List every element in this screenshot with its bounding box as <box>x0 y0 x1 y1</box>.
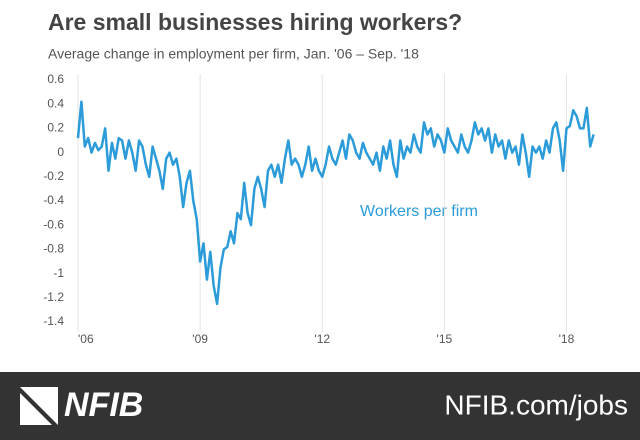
chart-background <box>0 0 640 372</box>
nfib-logo-icon <box>20 387 58 425</box>
chart-title: Are small businesses hiring workers? <box>48 9 462 35</box>
footer-band <box>0 372 640 440</box>
y-tick-label: -1.2 <box>43 290 64 304</box>
y-tick-label: 0 <box>57 145 64 159</box>
y-tick-label: -0.2 <box>43 169 64 183</box>
y-tick-label: -0.6 <box>43 217 64 231</box>
x-tick-label: '12 <box>314 332 330 346</box>
y-tick-label: -1.4 <box>43 314 64 328</box>
x-tick-label: '09 <box>192 332 208 346</box>
y-tick-label: 0.2 <box>47 121 64 135</box>
y-tick-label: -1 <box>53 266 64 280</box>
x-tick-label: '06 <box>78 332 94 346</box>
chart-subtitle: Average change in employment per firm, J… <box>48 46 419 62</box>
x-tick-label: '15 <box>437 332 453 346</box>
y-tick-label: -0.4 <box>43 193 64 207</box>
annotation: Workers per firm <box>360 203 478 220</box>
y-tick-label: 0.6 <box>47 72 64 86</box>
footer-link[interactable]: NFIB.com/jobs <box>444 389 628 420</box>
y-tick-label: -0.8 <box>43 242 64 256</box>
x-tick-label: '18 <box>559 332 575 346</box>
footer-logo: NFIB <box>64 386 143 424</box>
data-line <box>76 100 595 306</box>
y-tick-label: 0.4 <box>47 96 64 110</box>
